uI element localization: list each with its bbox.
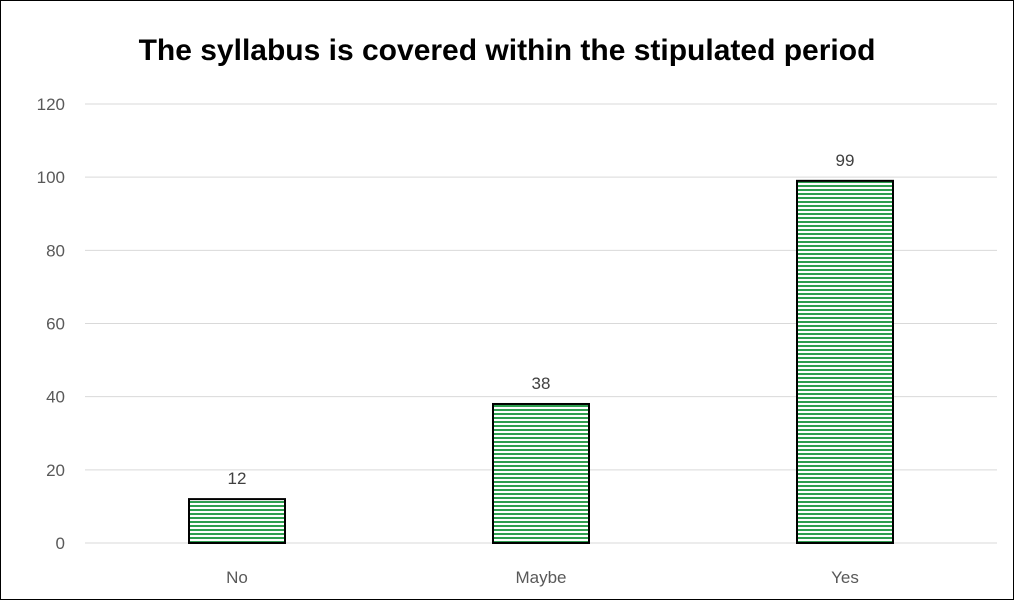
chart-title: The syllabus is covered within the stipu… (138, 34, 876, 67)
x-tick-label-yes: Yes (831, 568, 859, 587)
x-tick-label-no: No (226, 568, 248, 587)
x-tick-label-maybe: Maybe (515, 568, 566, 587)
bar-maybe (492, 402, 590, 544)
y-tick-label-80: 80 (46, 241, 65, 260)
bar-no (188, 498, 286, 545)
data-label-maybe: 38 (532, 374, 551, 393)
data-label-yes: 99 (836, 151, 855, 170)
y-tick-label-60: 60 (46, 315, 65, 334)
y-axis-tick-labels: 0 20 40 60 80 100 120 (37, 95, 65, 553)
y-tick-label-120: 120 (37, 95, 65, 114)
bar-yes (796, 179, 894, 544)
data-label-no: 12 (228, 469, 247, 488)
y-tick-label-0: 0 (56, 534, 65, 553)
y-tick-label-100: 100 (37, 168, 65, 187)
x-axis-tick-labels: No Maybe Yes (226, 568, 859, 587)
y-tick-label-20: 20 (46, 461, 65, 480)
data-labels: 12 38 99 (228, 151, 855, 488)
bars (188, 179, 894, 545)
y-tick-label-40: 40 (46, 388, 65, 407)
